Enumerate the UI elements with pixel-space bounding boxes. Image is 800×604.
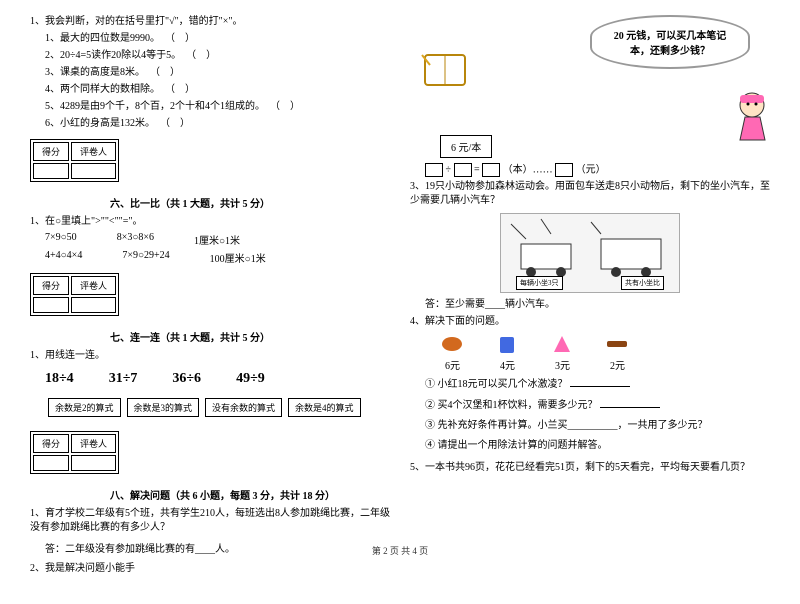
- judge-item: 3、课桌的高度是8米。（ ）: [30, 66, 390, 80]
- score-box-6: 得分评卷人: [30, 139, 119, 182]
- remainder-box: 余数是2的算式: [48, 398, 121, 417]
- q4-sub1: ① 小红18元可以买几个冰激凌？: [410, 377, 770, 392]
- score-box-8: 得分评卷人: [30, 431, 119, 474]
- equation-row: ÷ = （本）…… （元）: [410, 163, 770, 177]
- illustration-vehicles: 每辆小坐3只 共有小坐比: [500, 213, 680, 293]
- section-7-title: 七、连一连（共 1 大题，共计 5 分）: [30, 329, 390, 344]
- q5-text: 5、一本书共96页，花花已经看完51页，剩下的5天看完，平均每天要看几页？: [410, 461, 770, 475]
- q4-sub2: ② 买4个汉堡和1杯饮料，需要多少元？: [410, 398, 770, 413]
- section-8-title: 八、解决问题（共 6 小题，每题 3 分，共计 18 分）: [30, 487, 390, 502]
- judge-item: 4、两个同样大的数相除。（ ）: [30, 83, 390, 97]
- remainder-box: 余数是3的算式: [127, 398, 200, 417]
- score-box-7: 得分评卷人: [30, 273, 119, 316]
- compare-formula: 1厘米○1米: [194, 232, 240, 247]
- section-7-prompt: 1、用线连一连。: [30, 349, 390, 363]
- food-item: 6元: [440, 334, 465, 372]
- compare-formula: 4+4○4×4: [45, 250, 82, 265]
- judge-item: 2、20÷4=5读作20除以4等于5。（ ）: [30, 49, 390, 63]
- s8-q1: 1、育才学校二年级有5个班，共有学生210人，每班选出8人参加跳绳比赛，二年级没…: [30, 507, 390, 535]
- compare-formula: 8×3○8×6: [117, 232, 154, 247]
- connect-formula: 49÷9: [236, 371, 265, 387]
- q4-sub3: ③ 先补充好条件再计算。小兰买__________，一共用了多少元？: [410, 419, 770, 433]
- q3-answer: 答：至少需要____辆小汽车。: [410, 298, 770, 312]
- q4-text: 4、解决下面的问题。: [410, 315, 770, 329]
- judge-item: 1、最大的四位数是9990。（ ）: [30, 32, 390, 46]
- page-footer: 第 2 页 共 4 页: [0, 544, 800, 557]
- notebook-icon: [420, 50, 470, 90]
- q1-prompt: 1、我会判断，对的在括号里打"√"，错的打"×"。: [30, 15, 390, 29]
- speech-bubble: 20 元钱，可以买几本笔记本，还剩多少钱？: [590, 15, 750, 69]
- cartoon-character-icon: [730, 90, 775, 160]
- q3-text: 3、19只小动物参加森林运动会。用面包车送走8只小动物后，剩下的坐小汽车，至少需…: [410, 180, 770, 208]
- q4-sub4: ④ 请提出一个用除法计算的问题并解答。: [410, 439, 770, 453]
- judge-item: 5、4289是由9个千，8个百，2个十和4个1组成的。（ ）: [30, 100, 390, 114]
- connect-formula: 31÷7: [109, 371, 138, 387]
- left-column: 1、我会判断，对的在括号里打"√"，错的打"×"。 1、最大的四位数是9990。…: [30, 15, 390, 579]
- compare-formula: 7×9○50: [45, 232, 77, 247]
- food-item: 4元: [495, 334, 520, 372]
- price-label: 6 元/本: [440, 135, 492, 158]
- compare-formula: 7×9○29+24: [122, 250, 169, 265]
- section-6-title: 六、比一比（共 1 大题，共计 5 分）: [30, 195, 390, 210]
- compare-formula: 100厘米○1米: [210, 250, 266, 265]
- s8-q2: 2、我是解决问题小能手: [30, 562, 390, 576]
- connect-formula: 36÷6: [172, 371, 201, 387]
- remainder-box: 余数是4的算式: [288, 398, 361, 417]
- right-column: 6 元/本 ÷ = （本）…… （元） 3、19只小动物参加森林运动会。用面包车…: [410, 15, 770, 579]
- section-6-prompt: 1、在○里填上">""<""="。: [30, 215, 390, 229]
- connect-formula: 18÷4: [45, 371, 74, 387]
- judge-item: 6、小红的身高是132米。（ ）: [30, 117, 390, 131]
- remainder-box: 没有余数的算式: [205, 398, 282, 417]
- food-item: 3元: [550, 334, 575, 372]
- food-item: 2元: [605, 334, 630, 372]
